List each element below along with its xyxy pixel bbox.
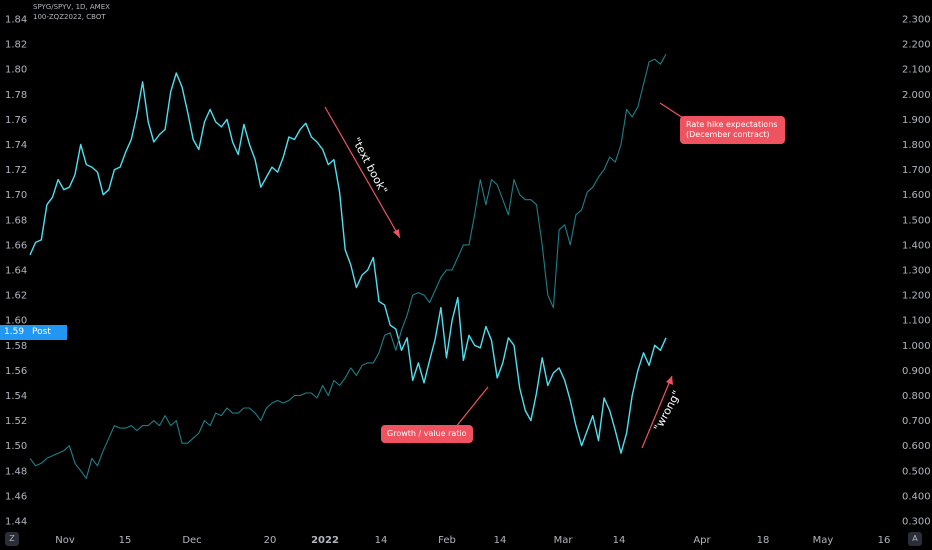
right-axis-tick: 2.000 bbox=[902, 90, 931, 101]
auto-scale-button-right[interactable]: A bbox=[908, 532, 922, 546]
left-axis-tick: 1.76 bbox=[5, 115, 27, 126]
right-axis-tick: 1.100 bbox=[902, 316, 931, 327]
rate-hike-text: Rate hike expectations (December contrac… bbox=[686, 120, 778, 139]
right-axis-tick: 0.700 bbox=[902, 416, 931, 427]
left-axis-tick: 1.52 bbox=[5, 416, 27, 427]
left-axis-tick: 1.74 bbox=[5, 140, 27, 151]
right-axis-tick: 1.700 bbox=[902, 165, 931, 176]
time-axis-tick: 14 bbox=[613, 535, 626, 546]
right-axis-tick: 1.600 bbox=[902, 190, 931, 201]
left-axis-tick: 1.48 bbox=[5, 466, 27, 477]
growth-value-callout: Growth / value ratio bbox=[381, 425, 473, 443]
left-axis[interactable]: 1.84 1.82 1.80 1.78 1.76 1.74 1.72 1.70 1.68 1.66… bbox=[5, 15, 27, 528]
left-axis-tick: 1.78 bbox=[5, 90, 27, 101]
time-axis-tick: Dec bbox=[182, 535, 201, 546]
time-axis-tick: 20 bbox=[264, 535, 277, 546]
time-axis-tick: Feb bbox=[438, 535, 456, 546]
legend-overlay-symbol: 100-ZQZ2022, CBOT bbox=[33, 13, 106, 21]
left-axis-tick: 1.82 bbox=[5, 40, 27, 51]
left-axis-tick: 1.68 bbox=[5, 215, 27, 226]
wrong-arrow bbox=[641, 375, 673, 449]
right-axis-tick: 1.400 bbox=[902, 240, 931, 251]
left-axis-tick: 1.72 bbox=[5, 165, 27, 176]
left-axis-tick: 1.60 bbox=[5, 316, 27, 327]
left-axis-tick: 1.46 bbox=[5, 491, 27, 502]
right-axis-tick: 0.500 bbox=[902, 466, 931, 477]
time-axis-tick: 18 bbox=[757, 535, 770, 546]
left-axis-tick: 1.80 bbox=[5, 65, 27, 76]
right-axis-tick: 1.800 bbox=[902, 140, 931, 151]
left-axis-tick: 1.50 bbox=[5, 441, 27, 452]
right-axis-tick: 1.300 bbox=[902, 266, 931, 277]
price-tag: 1.59 Post bbox=[0, 325, 67, 340]
left-axis-tick: 1.84 bbox=[5, 15, 27, 26]
chart-legend[interactable]: SPYG/SPYV, 1D, AMEX 100-ZQZ2022, CBOT bbox=[33, 2, 110, 22]
legend-main-symbol: SPYG/SPYV, 1D, AMEX bbox=[33, 3, 110, 11]
left-axis-tick: 1.54 bbox=[5, 391, 27, 402]
right-axis-tick: 2.100 bbox=[902, 65, 931, 76]
right-axis-tick: 1.900 bbox=[902, 115, 931, 126]
right-axis-tick: 1.500 bbox=[902, 215, 931, 226]
price-tag-label: Post bbox=[28, 325, 67, 340]
text-book-label: "text book" bbox=[349, 135, 390, 196]
time-axis-tick: 14 bbox=[375, 535, 388, 546]
time-axis-tick: May bbox=[813, 535, 834, 546]
right-axis-tick: 1.200 bbox=[902, 291, 931, 302]
time-axis-tick: 14 bbox=[494, 535, 507, 546]
rate-hike-callout: Rate hike expectations (December contrac… bbox=[680, 116, 785, 144]
series-layer bbox=[29, 53, 667, 479]
wrong-label: "wrong" bbox=[651, 388, 683, 433]
time-axis-tick: Mar bbox=[554, 535, 574, 546]
left-axis-tick: 1.64 bbox=[5, 266, 27, 277]
text-book-arrow bbox=[324, 106, 401, 239]
auto-scale-button-left[interactable]: Z bbox=[5, 532, 19, 546]
left-axis-tick: 1.44 bbox=[5, 517, 27, 528]
growth-value-ratio-line[interactable] bbox=[29, 72, 667, 454]
right-axis[interactable]: 2.300 2.200 2.100 2.000 1.900 1.800 1.700 1.600… bbox=[902, 15, 931, 528]
ratio-callout-pointer bbox=[454, 386, 489, 429]
rate-hike-expectations-line[interactable] bbox=[29, 53, 667, 479]
right-axis-tick: 0.600 bbox=[902, 441, 931, 452]
left-axis-tick: 1.70 bbox=[5, 190, 27, 201]
time-axis-tick: 15 bbox=[119, 535, 132, 546]
right-axis-tick: 2.300 bbox=[902, 15, 931, 26]
right-axis-tick: 0.300 bbox=[902, 517, 931, 528]
right-axis-tick: 1.000 bbox=[902, 341, 931, 352]
left-axis-tick: 1.66 bbox=[5, 240, 27, 251]
time-axis-tick: 16 bbox=[878, 535, 891, 546]
left-axis-tick: 1.62 bbox=[5, 291, 27, 302]
left-axis-tick: 1.56 bbox=[5, 366, 27, 377]
right-axis-tick: 2.200 bbox=[902, 40, 931, 51]
time-axis-tick: Apr bbox=[693, 535, 711, 546]
left-axis-tick: 1.58 bbox=[5, 341, 27, 352]
growth-value-text: Growth / value ratio bbox=[387, 429, 467, 438]
right-axis-tick: 0.800 bbox=[902, 391, 931, 402]
right-axis-tick: 0.400 bbox=[902, 491, 931, 502]
rate-callout-pointer bbox=[659, 102, 684, 119]
time-axis[interactable]: Nov 15 Dec 20 2022 14 Feb 14 Mar 14 Apr 18 May 16 bbox=[55, 535, 890, 546]
right-axis-tick: 0.900 bbox=[902, 366, 931, 377]
price-tag-value: 1.59 bbox=[0, 325, 29, 340]
time-axis-tick: 2022 bbox=[311, 535, 339, 546]
time-axis-tick: Nov bbox=[55, 535, 75, 546]
